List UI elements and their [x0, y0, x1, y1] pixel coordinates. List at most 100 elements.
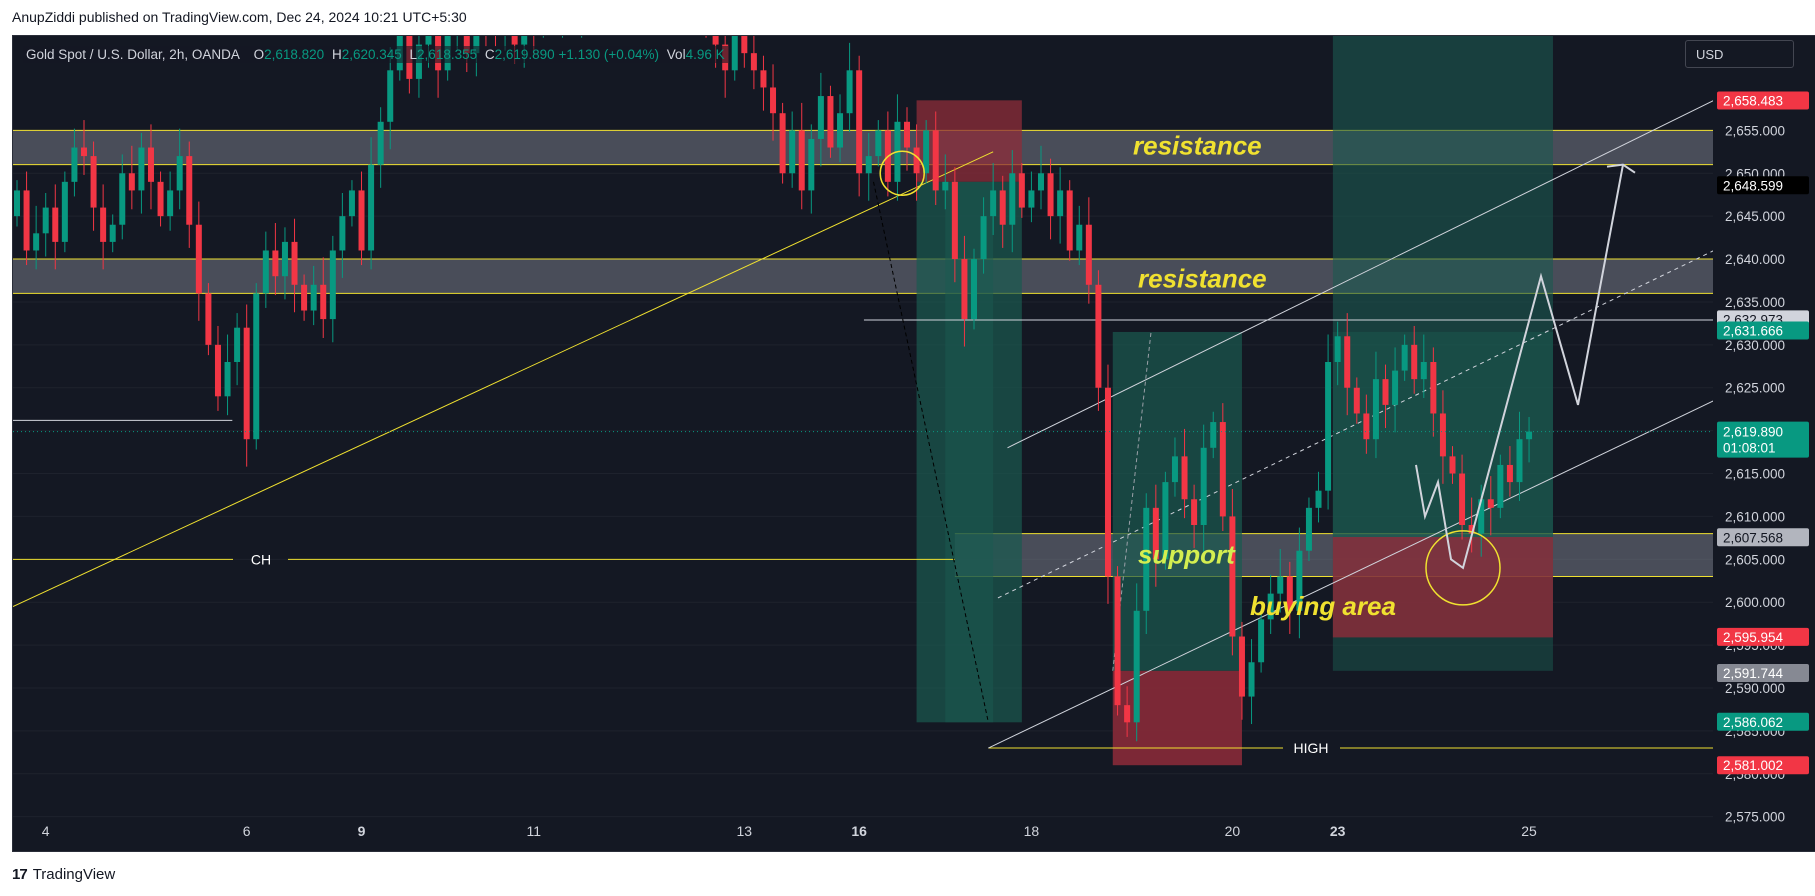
price-tag-label: 2,586.062	[1723, 715, 1783, 730]
time-tick-label: 18	[1024, 823, 1040, 839]
candle-body	[291, 241, 298, 285]
candle-body	[865, 156, 872, 174]
projection-arrowhead	[1606, 163, 1636, 174]
candle-body	[71, 147, 78, 182]
candle-body	[760, 70, 767, 88]
candle-body	[119, 173, 126, 225]
tradingview-logo-icon: 17	[12, 865, 28, 883]
time-tick-label: 23	[1330, 823, 1346, 839]
chart-canvas[interactable]: CHHIGHresistanceresistancesupportbuying …	[13, 36, 1714, 851]
volume-label: Vol	[666, 47, 686, 62]
candle-body	[348, 190, 355, 217]
candle-body	[358, 190, 365, 251]
price-tag-label: 2,648.599	[1723, 178, 1783, 193]
candle-body	[281, 241, 288, 277]
candle-body	[904, 121, 911, 148]
candle-body	[329, 250, 336, 320]
volume-value: 4.96 K	[685, 47, 725, 62]
candle-body	[42, 207, 49, 234]
candle-body	[1133, 610, 1140, 723]
candle-body	[1210, 422, 1217, 448]
candle-body	[138, 147, 145, 191]
candle-body	[195, 224, 202, 294]
price-tick-label: 2,625.000	[1725, 381, 1785, 396]
time-tick-label: 6	[243, 823, 251, 839]
candle-body	[837, 113, 844, 148]
candle-body	[301, 284, 308, 311]
rising-trendline	[13, 151, 994, 607]
candle-body	[1497, 464, 1504, 508]
candle-body	[243, 327, 250, 440]
candle-body	[1037, 173, 1044, 191]
candle-body	[1363, 413, 1370, 440]
open-label: O	[253, 47, 265, 62]
candle-body	[186, 156, 193, 225]
price-tag-label: 2,591.744	[1723, 666, 1784, 681]
candle-body	[1516, 439, 1523, 483]
candle-body	[1439, 413, 1446, 457]
price-tick-label: 2,575.000	[1725, 810, 1785, 825]
candle-body	[272, 250, 279, 277]
resistance-label-mid: resistance	[1138, 263, 1267, 293]
candle-body	[1238, 636, 1245, 697]
candle-body	[473, 36, 480, 54]
candle-body	[1143, 507, 1150, 611]
candle-body	[1200, 447, 1207, 525]
candle-body	[913, 147, 920, 174]
price-tick-label: 2,655.000	[1725, 123, 1785, 138]
ch-label: CH	[251, 551, 271, 567]
change-value: +1.130 (+0.04%)	[558, 47, 660, 62]
candle-body	[1057, 190, 1064, 217]
candle-body	[100, 207, 107, 242]
price-tag	[1717, 176, 1809, 195]
candle-body	[377, 121, 384, 165]
candle-body	[33, 233, 40, 251]
price-tick-label: 2,610.000	[1725, 509, 1785, 524]
footer-brand[interactable]: 17 TradingView	[12, 863, 115, 885]
time-tick-label: 20	[1225, 823, 1241, 839]
price-tag-label: 2,658.483	[1723, 93, 1783, 108]
short-target-inner-box	[945, 181, 994, 723]
candle-body	[90, 156, 97, 208]
candle-body	[923, 130, 930, 174]
low-value: 2,618.355	[417, 47, 478, 62]
candle-body	[1248, 662, 1255, 697]
symbol-title[interactable]: Gold Spot / U.S. Dollar, 2h, OANDA	[26, 47, 240, 62]
price-tick-label: 2,645.000	[1725, 209, 1785, 224]
candle-body	[875, 130, 882, 157]
candle-body	[932, 130, 939, 191]
candle-body	[80, 147, 87, 157]
price-tag-label: 2,631.666	[1723, 324, 1783, 339]
candle-body	[1258, 619, 1265, 663]
candle-body	[712, 36, 719, 45]
time-tick-label: 9	[358, 823, 366, 839]
candle-body	[1382, 379, 1389, 405]
time-tick-label: 4	[42, 823, 50, 839]
currency-button[interactable]: USD	[1685, 40, 1794, 68]
candle-body	[827, 96, 834, 148]
candle-body	[1344, 336, 1351, 388]
candle-body	[320, 284, 327, 320]
candle-body	[1468, 525, 1475, 534]
candle-body	[750, 53, 757, 71]
price-chart[interactable]: CH HIGH resistance resistance support buying …	[12, 35, 1715, 852]
buying-area-label: buying area	[1250, 591, 1396, 621]
candle-body	[1229, 516, 1236, 637]
candle-body	[14, 190, 20, 217]
candle-body	[1334, 336, 1341, 362]
open-value: 2,618.820	[264, 47, 325, 62]
candle-body	[167, 190, 174, 217]
support-touch-circle	[1425, 530, 1501, 606]
candle-body	[1152, 507, 1159, 560]
price-tick-label: 2,630.000	[1725, 338, 1785, 353]
candle-body	[425, 36, 432, 45]
candle-body	[1305, 507, 1312, 551]
candle-body	[1114, 576, 1121, 706]
price-tag-label: 2,595.954	[1723, 630, 1784, 645]
candle-body	[310, 284, 317, 311]
price-axis[interactable]: 2,575.0002,580.0002,585.0002,590.0002,59…	[1713, 35, 1815, 852]
candle-body	[1028, 190, 1035, 208]
candle-body	[1191, 499, 1198, 525]
price-axis-canvas[interactable]: 2,575.0002,580.0002,585.0002,590.0002,59…	[1713, 36, 1815, 851]
price-tag	[1717, 91, 1809, 110]
